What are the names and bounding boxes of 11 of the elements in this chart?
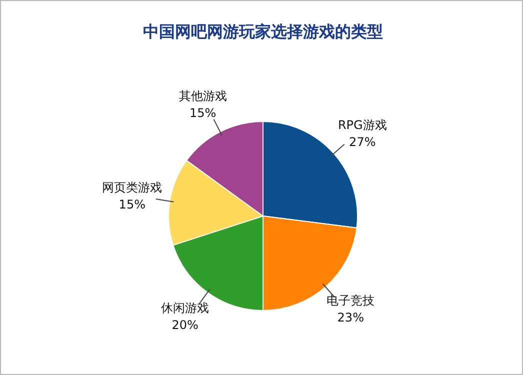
slice-label: 网页类游戏 [102, 180, 162, 195]
slice-label: 休闲游戏 [161, 300, 210, 315]
data-label: 20% [172, 318, 198, 332]
data-label: 15% [190, 106, 216, 120]
slice-label: RPG游戏 [338, 118, 387, 132]
slice-label: 电子竞技 [326, 294, 375, 308]
slice-label: 其他游戏 [178, 89, 227, 104]
data-label: 15% [118, 198, 146, 212]
chart-title: 中国网吧网游玩家选择游戏的类型 [143, 22, 383, 42]
data-label: 23% [337, 310, 364, 325]
data-label: 27% [349, 134, 376, 149]
